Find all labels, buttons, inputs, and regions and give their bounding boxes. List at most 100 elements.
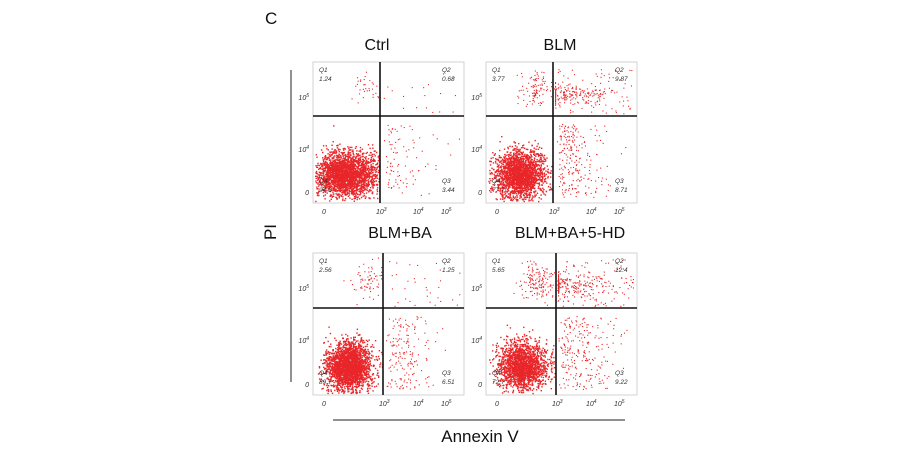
scatter-point: [344, 186, 346, 189]
scatter-point: [489, 178, 491, 180]
scatter-point: [363, 167, 366, 169]
scatter-point: [507, 172, 510, 174]
scatter-point: [532, 184, 535, 186]
scatter-point: [329, 168, 332, 170]
scatter-point: [562, 81, 564, 83]
scatter-point: [504, 161, 506, 163]
scatter-point: [515, 190, 517, 193]
scatter-point: [513, 155, 515, 157]
scatter-point: [377, 162, 379, 164]
scatter-point: [533, 150, 536, 152]
scatter-point: [389, 173, 391, 175]
scatter-point: [372, 171, 374, 174]
scatter-point: [365, 192, 368, 194]
scatter-point: [391, 165, 393, 167]
scatter-point: [615, 112, 617, 114]
scatter-point: [527, 188, 529, 190]
scatter-point: [368, 174, 371, 177]
scatter-point: [543, 173, 545, 175]
scatter-point: [336, 159, 339, 161]
scatter-point: [352, 162, 354, 164]
scatter-point: [360, 156, 362, 158]
scatter-point: [339, 177, 342, 179]
scatter-point: [320, 183, 322, 186]
scatter-point: [371, 181, 374, 183]
scatter-point: [345, 155, 347, 157]
scatter-point: [339, 185, 342, 187]
scatter-point: [501, 170, 504, 173]
scatter-point: [349, 190, 351, 193]
scatter-point: [370, 178, 373, 181]
scatter-point: [587, 91, 589, 93]
scatter-point: [515, 162, 518, 164]
scatter-point: [512, 157, 514, 159]
scatter-point: [562, 192, 564, 194]
scatter-point: [347, 167, 350, 169]
scatter-point: [350, 177, 352, 179]
scatter-point: [373, 153, 375, 155]
scatter-point: [600, 139, 602, 141]
scatter-point: [509, 166, 511, 169]
scatter-point: [568, 185, 570, 187]
scatter-point: [499, 184, 501, 186]
scatter-point: [555, 100, 557, 102]
scatter-point: [625, 147, 627, 149]
scatter-point: [328, 169, 331, 171]
scatter-point: [338, 163, 340, 166]
scatter-point: [371, 153, 374, 156]
scatter-point: [376, 175, 378, 177]
scatter-point: [510, 178, 512, 180]
scatter-point: [339, 190, 341, 193]
scatter-point: [515, 148, 517, 150]
scatter-point: [355, 172, 358, 174]
scatter-point: [334, 165, 336, 168]
scatter-point: [349, 177, 351, 180]
scatter-point: [372, 147, 374, 149]
scatter-point: [526, 154, 528, 156]
scatter-point: [323, 184, 325, 186]
scatter-point: [452, 76, 454, 78]
scatter-point: [565, 154, 567, 156]
scatter-point: [573, 91, 575, 93]
scatter-point: [338, 153, 340, 155]
scatter-point: [539, 176, 541, 178]
scatter-point: [396, 130, 398, 132]
scatter-point: [370, 158, 372, 160]
scatter-point: [330, 167, 332, 169]
scatter-point: [360, 171, 362, 173]
scatter-point: [340, 169, 342, 171]
scatter-point: [494, 175, 496, 177]
scatter-point: [519, 167, 522, 170]
scatter-point: [521, 173, 523, 175]
scatter-point: [570, 148, 572, 150]
scatter-point: [538, 168, 541, 170]
scatter-point: [503, 172, 505, 175]
scatter-point: [509, 181, 511, 183]
scatter-point: [326, 178, 329, 181]
scatter-point: [361, 174, 363, 176]
scatter-point: [507, 165, 510, 168]
scatter-point: [327, 165, 330, 168]
scatter-point: [535, 162, 537, 164]
scatter-point: [555, 85, 557, 87]
scatter-point: [584, 102, 586, 104]
scatter-point: [333, 184, 335, 186]
scatter-point: [524, 184, 527, 186]
scatter-point: [519, 179, 522, 182]
scatter-point: [341, 169, 344, 171]
scatter-point: [339, 175, 341, 177]
scatter-point: [403, 107, 405, 109]
scatter-point: [318, 191, 320, 193]
scatter-point: [489, 172, 491, 174]
scatter-point: [570, 95, 572, 97]
scatter-point: [589, 94, 591, 96]
scatter-point: [599, 89, 601, 91]
scatter-point: [496, 169, 499, 171]
scatter-point: [533, 177, 536, 179]
scatter-point: [350, 170, 353, 173]
scatter-point: [515, 198, 517, 200]
scatter-point: [326, 148, 328, 150]
scatter-point: [398, 163, 400, 165]
scatter-point: [525, 156, 527, 158]
scatter-point: [536, 153, 539, 155]
